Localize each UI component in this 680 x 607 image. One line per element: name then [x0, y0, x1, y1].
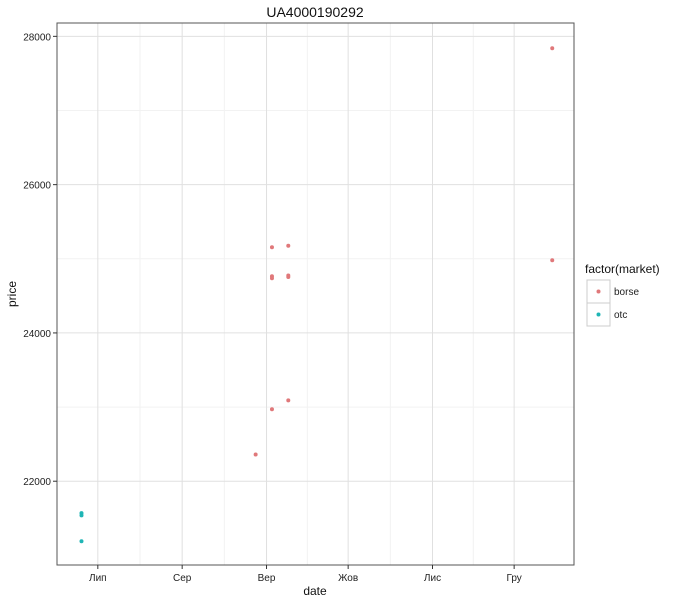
- point-borse: [269, 276, 274, 281]
- x-tick-label: Лип: [89, 573, 107, 584]
- point-borse: [269, 407, 274, 412]
- y-tick-label: 28000: [23, 32, 51, 43]
- points: [79, 46, 555, 544]
- legend-key-borse: [596, 289, 601, 294]
- y-tick-label: 22000: [23, 477, 51, 488]
- chart-title: UA4000190292: [266, 4, 364, 20]
- y-tick-label: 24000: [23, 329, 51, 340]
- point-borse: [269, 245, 274, 250]
- point-borse: [286, 398, 291, 403]
- grid: [57, 23, 574, 565]
- x-tick-label: Гру: [506, 573, 521, 584]
- legend-key-otc: [596, 312, 601, 317]
- x-tick-label: Лис: [424, 573, 441, 584]
- legend-title: factor(market): [585, 262, 660, 276]
- x-axis-label: date: [303, 584, 327, 598]
- point-borse: [550, 46, 555, 51]
- plot-panel-border: [56, 22, 575, 566]
- legend: factor(market) borse otc: [585, 262, 660, 327]
- y-axis-label: price: [5, 281, 19, 307]
- axes: 22000 24000 26000 28000 Лип Сер Вер Жов Лис Гру: [23, 32, 522, 584]
- point-borse: [253, 452, 258, 457]
- legend-label-borse: borse: [614, 287, 639, 298]
- y-tick-label: 26000: [23, 181, 51, 192]
- x-tick-label: Сер: [173, 573, 192, 584]
- point-borse: [286, 274, 291, 279]
- point-otc: [79, 539, 84, 544]
- x-tick-label: Жов: [338, 573, 358, 584]
- point-otc: [79, 513, 84, 518]
- point-borse: [550, 258, 555, 263]
- point-borse: [286, 243, 291, 248]
- x-tick-label: Вер: [258, 573, 276, 584]
- legend-label-otc: otc: [614, 310, 627, 321]
